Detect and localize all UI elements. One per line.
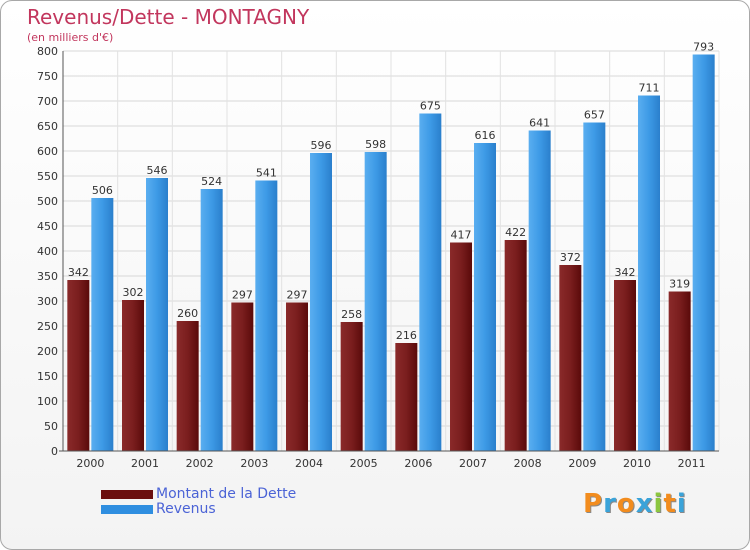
data-label-dette-2008: 422 <box>505 226 526 239</box>
chart-title: Revenus/Dette - MONTAGNY <box>27 5 310 29</box>
proxiti-logo: Proxiti <box>583 489 687 519</box>
y-tick-label: 750 <box>37 70 58 83</box>
data-label-dette-2001: 302 <box>123 286 144 299</box>
data-label-dette-2010: 342 <box>615 266 636 279</box>
legend-label-dette: Montant de la Dette <box>156 486 297 502</box>
x-tick-label: 2003 <box>240 457 268 470</box>
x-tick-label: 2007 <box>459 457 487 470</box>
data-label-dette-2002: 260 <box>177 307 198 320</box>
bar-revenus-2008 <box>528 130 551 451</box>
data-label-dette-2005: 258 <box>341 308 362 321</box>
y-tick-label: 600 <box>37 145 58 158</box>
x-tick-label: 2000 <box>76 457 104 470</box>
data-label-dette-2004: 297 <box>287 289 308 302</box>
data-label-revenus-2005: 598 <box>365 138 386 151</box>
bar-dette-2005 <box>340 322 363 451</box>
bar-dette-2011 <box>668 291 691 451</box>
bar-revenus-2006 <box>419 113 442 451</box>
data-label-revenus-2011: 793 <box>693 41 714 54</box>
y-tick-label: 150 <box>37 370 58 383</box>
x-tick-label: 2006 <box>404 457 432 470</box>
bar-revenus-2007 <box>474 143 496 451</box>
x-tick-label: 2005 <box>350 457 378 470</box>
bar-revenus-2003 <box>255 180 278 451</box>
data-label-revenus-2002: 524 <box>201 175 222 188</box>
legend-label-revenus: Revenus <box>156 501 216 517</box>
legend-swatch-dette <box>101 490 153 499</box>
data-label-revenus-2008: 641 <box>529 117 550 130</box>
data-label-revenus-2001: 546 <box>147 164 168 177</box>
y-tick-label: 250 <box>37 320 58 333</box>
bar-dette-2001 <box>122 300 144 451</box>
bar-dette-2004 <box>286 302 308 451</box>
legend-swatch-revenus <box>101 505 153 514</box>
data-label-revenus-2000: 506 <box>92 184 113 197</box>
bar-revenus-2005 <box>364 152 387 451</box>
axis-layer: 0 50 100 150 200 250 300 350 400 450 500 550 600 650 7… <box>37 45 719 470</box>
y-tick-label: 50 <box>44 420 58 433</box>
chart-subtitle: (en milliers d'€) <box>27 31 114 44</box>
bar-dette-2006 <box>395 343 418 451</box>
bar-revenus-2011 <box>692 54 715 451</box>
y-tick-label: 700 <box>37 95 58 108</box>
bar-revenus-2009 <box>583 122 606 451</box>
bar-revenus-2004 <box>310 153 332 451</box>
bar-revenus-2010 <box>638 95 660 451</box>
data-label-revenus-2003: 541 <box>256 167 277 180</box>
bar-dette-2000 <box>67 280 90 451</box>
data-label-revenus-2006: 675 <box>420 100 441 113</box>
data-label-dette-2011: 319 <box>669 278 690 291</box>
bar-dette-2003 <box>231 302 254 451</box>
x-tick-label: 2008 <box>514 457 542 470</box>
x-tick-label: 2002 <box>186 457 214 470</box>
bar-revenus-2002 <box>200 189 223 451</box>
y-tick-label: 200 <box>37 345 58 358</box>
y-tick-label: 0 <box>51 445 58 458</box>
data-label-dette-2000: 342 <box>68 266 89 279</box>
bar-revenus-2001 <box>146 178 168 451</box>
data-label-revenus-2009: 657 <box>584 109 605 122</box>
data-label-revenus-2010: 711 <box>639 82 660 95</box>
data-label-dette-2003: 297 <box>232 289 253 302</box>
y-tick-label: 400 <box>37 245 58 258</box>
y-tick-label: 450 <box>37 220 58 233</box>
data-label-revenus-2007: 616 <box>475 129 496 142</box>
y-tick-label: 550 <box>37 170 58 183</box>
y-tick-label: 350 <box>37 270 58 283</box>
data-label-dette-2009: 372 <box>560 251 581 264</box>
x-tick-label: 2001 <box>131 457 159 470</box>
bar-dette-2009 <box>559 265 582 451</box>
bar-revenus-2000 <box>91 198 114 451</box>
y-tick-label: 800 <box>37 45 58 58</box>
data-label-dette-2006: 216 <box>396 329 417 342</box>
bar-dette-2002 <box>176 321 199 451</box>
y-tick-label: 300 <box>37 295 58 308</box>
data-label-dette-2007: 417 <box>451 229 472 242</box>
x-tick-label: 2011 <box>678 457 706 470</box>
x-tick-label: 2004 <box>295 457 323 470</box>
bar-dette-2007 <box>450 242 472 451</box>
bar-layer: 342 506 302 546 260 524 297 541 297 596 258 598 216 6… <box>67 41 715 451</box>
bar-dette-2008 <box>504 240 527 451</box>
y-tick-label: 100 <box>37 395 58 408</box>
y-tick-label: 650 <box>37 120 58 133</box>
y-tick-label: 500 <box>37 195 58 208</box>
x-tick-label: 2009 <box>568 457 596 470</box>
data-label-revenus-2004: 596 <box>311 139 332 152</box>
bar-dette-2010 <box>614 280 636 451</box>
x-tick-label: 2010 <box>623 457 651 470</box>
